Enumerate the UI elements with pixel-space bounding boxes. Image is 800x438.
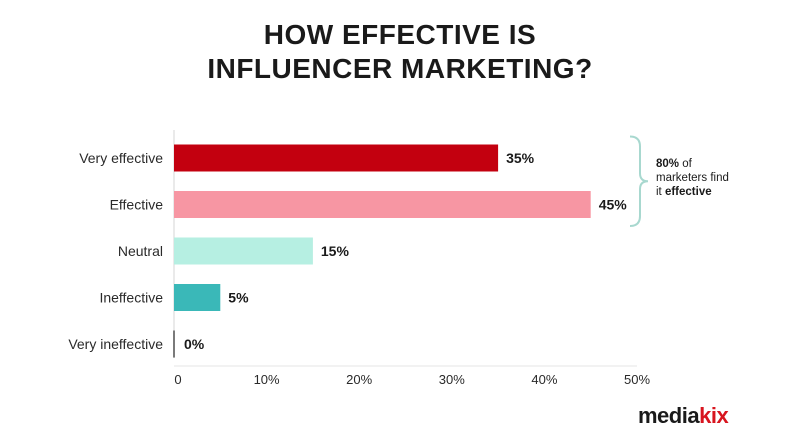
logo-text-kix: kix [699, 403, 729, 428]
bar-value-label: 35% [506, 150, 535, 166]
annotation-text: of marketers find it [656, 158, 729, 198]
bar-value-label: 15% [321, 243, 350, 259]
category-label: Very ineffective [68, 336, 163, 352]
annotation-emphasis: effective [664, 186, 712, 198]
logo-text-media: media [638, 403, 700, 428]
bar [173, 330, 175, 358]
x-tick-label: 20% [346, 372, 372, 387]
effective-annotation: 80% of marketers find it effective [656, 157, 736, 199]
chart-title-line-2: INFLUENCER MARKETING? [207, 53, 593, 84]
annotation-bracket [629, 135, 649, 227]
bar [174, 191, 591, 218]
bar-value-label: 0% [184, 336, 205, 352]
x-tick-label: 0 [174, 372, 181, 387]
category-label: Neutral [118, 243, 163, 259]
bar-value-label: 45% [599, 197, 628, 213]
category-label: Ineffective [99, 290, 163, 306]
x-tick-label: 10% [254, 372, 280, 387]
x-tick-label: 40% [531, 372, 557, 387]
chart-title: HOW EFFECTIVE IS INFLUENCER MARKETING? [0, 18, 800, 86]
mediakix-logo: mediakix [638, 403, 729, 429]
x-tick-label: 50% [624, 372, 650, 387]
bar [174, 144, 499, 172]
category-label: Very effective [79, 150, 163, 166]
annotation-percent: 80% [656, 158, 680, 170]
bar [174, 237, 313, 265]
bar [174, 284, 221, 311]
x-tick-label: 30% [439, 372, 465, 387]
chart-title-line-1: HOW EFFECTIVE IS [263, 19, 537, 50]
category-label: Effective [110, 197, 164, 213]
bar-value-label: 5% [228, 290, 249, 306]
bracket-layer [629, 135, 649, 227]
bars-layer: Very effective 35% Effective 45% Neutral 15% I… [68, 144, 628, 358]
axis-layer: 0 10% 20% 30% 40% 50% [173, 130, 650, 387]
